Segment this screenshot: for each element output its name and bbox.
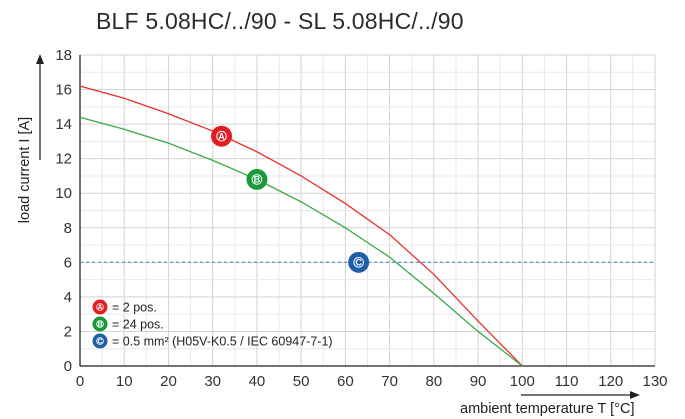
x-tick-label: 70 [381,373,398,390]
marker-letter: C [355,258,362,268]
chart-title: BLF 5.08HC/../90 - SL 5.08HC/../90 [96,8,464,34]
x-axis-label: ambient temperature T [°C] [460,401,635,417]
legend-label: = 0.5 mm² (H05V-K0.5 / IEC 60947-7-1) [112,335,333,349]
y-tick-label: 0 [64,358,72,375]
legend-marker-letter: C [97,339,102,346]
y-tick-label: 16 [55,82,72,99]
legend-marker-ring [96,337,104,345]
legend-label: = 24 pos. [112,318,164,332]
marker-circle [211,125,233,147]
legend-label: = 2 pos. [112,301,157,315]
x-tick-label: 110 [555,373,579,390]
y-tick-label: 6 [64,254,72,271]
marker-a: A [211,125,233,147]
y-tick-label: 10 [55,185,72,202]
marker-inner-ring [353,257,364,268]
x-tick-label: 20 [160,373,177,390]
y-tick-label: 8 [64,220,72,237]
legend: A = 2 pos. B = 24 pos. C = 0.5 mm² (H05V-K0.5… [92,299,333,349]
legend-item-b: B = 24 pos. [92,316,164,332]
marker-letter: B [254,175,261,185]
x-tick-label: 130 [642,373,667,390]
legend-item-c: C = 0.5 mm² (H05V-K0.5 / IEC 60947-7-1) [92,333,333,349]
x-tick-label: 30 [204,373,221,390]
x-tick-label: 90 [470,373,487,390]
legend-marker [92,299,108,315]
y-tick-label: 4 [64,289,72,306]
series-line-a [79,85,523,367]
axes [79,55,655,367]
y-tick-label: 18 [55,47,72,64]
legend-item-a: A = 2 pos. [92,299,157,315]
legend-marker-ring [96,320,104,328]
y-tick-label: 2 [64,323,72,340]
series-lines [79,85,655,367]
legend-marker-letter: B [97,322,102,329]
x-axis-arrow-head [630,391,640,399]
tick-labels: 0 10 20 30 40 50 60 70 80 90 100 110 120 130 0 2 4 6 8 10 12… [55,47,667,390]
series-line-b [79,116,523,367]
marker-circle [246,168,268,190]
x-tick-label: 80 [426,373,443,390]
marker-circle [348,251,370,273]
x-tick-label: 120 [598,373,623,390]
marker-b: B [246,168,268,190]
y-axis-arrow-head [36,54,44,64]
x-tick-label: 0 [76,373,84,390]
x-tick-label: 40 [249,373,266,390]
y-tick-label: 14 [55,116,72,133]
x-tick-label: 100 [510,373,535,390]
marker-inner-ring [251,174,263,185]
legend-marker-ring [96,303,104,311]
x-tick-label: 50 [293,373,310,390]
axis-labels: ambient temperature T [°C] load current I… [17,54,640,417]
grid-lines [79,54,656,367]
curve-markers: A B C [211,125,370,273]
legend-marker [92,333,108,349]
marker-inner-ring [216,130,227,142]
y-tick-label: 12 [55,151,72,168]
marker-letter: A [218,131,225,141]
marker-c: C [348,251,370,273]
legend-marker-letter: A [97,305,102,312]
y-axis-label: load current I [A] [17,117,33,223]
x-tick-label: 60 [337,373,354,390]
legend-marker [92,316,108,332]
x-tick-label: 10 [116,373,133,390]
